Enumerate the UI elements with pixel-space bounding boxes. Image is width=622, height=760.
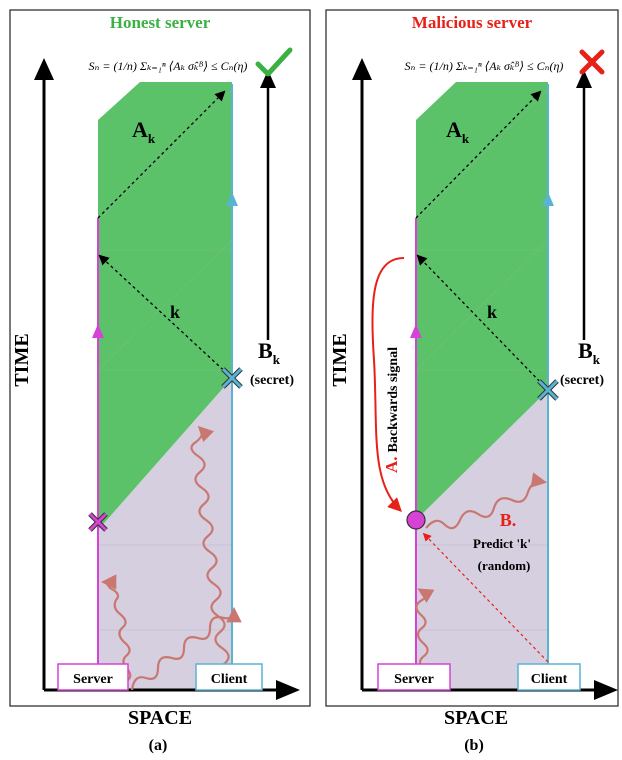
k-label: k [487, 302, 497, 322]
panel-malicious: Malicious server Sₙ = (1/n) Σₖ₌₁ⁿ ⟨Aₖ σ̂… [325, 9, 619, 754]
panel-title: Honest server [110, 13, 211, 32]
client-label-box [517, 663, 581, 691]
server-arrow-icon [92, 324, 104, 338]
k-label: k [170, 302, 180, 322]
server-label-box [57, 663, 129, 691]
panel-frame [9, 9, 311, 707]
bk-secret-note: (secret) [560, 373, 604, 388]
bk-arrow-icon [260, 70, 276, 88]
backwards-signal-arrow [371, 257, 405, 512]
cross-icon [579, 49, 605, 75]
server-label-box [377, 663, 451, 691]
bk-arrow-icon [576, 70, 592, 88]
ak-label: Ak [132, 117, 156, 146]
check-icon [255, 47, 293, 77]
client-label: Client [211, 672, 248, 687]
server-event-marker-icon [406, 510, 426, 530]
ak-label: Ak [446, 117, 470, 146]
panel-frame [325, 9, 619, 707]
bk-label: Bk [578, 338, 601, 367]
score-formula: Sₙ = (1/n) Σₖ₌₁ⁿ ⟨Aₖ σ̂ₖᴮ⟩ ≤ Cₙ(η) [405, 59, 564, 73]
client-event-marker-icon [221, 367, 243, 389]
step-a-label: A.Backwards signal [382, 347, 401, 473]
server-label: Server [394, 672, 434, 687]
panel-caption: (b) [464, 737, 484, 754]
server-event-marker-icon [88, 512, 108, 532]
past-region [416, 390, 548, 690]
server-to-client-wave [130, 606, 242, 691]
client-label-box [195, 663, 263, 691]
space-label: SPACE [128, 707, 192, 729]
step-b-letter: B. [500, 510, 517, 530]
grid-lines [97, 89, 233, 371]
time-label: TIME [11, 333, 33, 386]
step-b-text: Predict 'k' [473, 536, 531, 551]
client-label: Client [531, 672, 568, 687]
future-light-cone [416, 82, 548, 520]
k-signal-ray [416, 254, 549, 391]
score-formula: Sₙ = (1/n) Σₖ₌₁ⁿ ⟨Aₖ σ̂ₖᴮ⟩ ≤ Cₙ(η) [89, 59, 248, 73]
space-axis-arrow-icon [594, 680, 618, 700]
client-past-wave [190, 425, 230, 682]
client-event-marker-icon [537, 379, 559, 401]
bk-secret-note: (secret) [250, 373, 294, 388]
step-b-note: (random) [478, 558, 531, 573]
panel-honest: Honest server Sₙ = (1/n) Σₖ₌₁ⁿ ⟨Aₖ σ̂ₖᴮ⟩… [9, 9, 311, 754]
time-axis-arrow-icon [34, 58, 54, 80]
panel-caption: (a) [149, 737, 168, 754]
svg-text:A.Backwards signal: A.Backwards signal [382, 347, 401, 473]
client-arrow-icon [226, 192, 238, 206]
time-axis-arrow-icon [352, 58, 372, 80]
panel-title: Malicious server [412, 13, 533, 32]
client-arrow-icon [542, 192, 554, 206]
server-to-client-wave [425, 472, 548, 530]
future-light-cone [98, 82, 232, 530]
server-label: Server [73, 672, 113, 687]
time-label: TIME [329, 333, 351, 386]
bk-label: Bk [258, 338, 281, 367]
space-label: SPACE [444, 707, 508, 729]
server-arrow-icon [410, 324, 422, 338]
space-axis-arrow-icon [276, 680, 300, 700]
